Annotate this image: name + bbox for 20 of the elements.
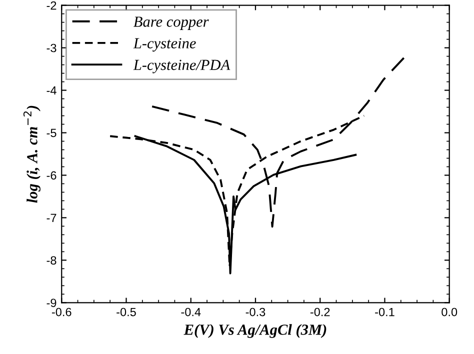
- legend-label: Bare copper: [134, 16, 209, 30]
- x-tick-label: -0.4: [181, 308, 201, 316]
- x-tick-label: -0.1: [375, 308, 394, 316]
- x-tick-label: -0.5: [116, 308, 136, 316]
- x-tick-label: 0.0: [442, 308, 458, 316]
- y-tick-label: -7: [46, 214, 56, 222]
- y-tick-label: -2: [46, 1, 56, 10]
- x-tick-label: -0.6: [52, 308, 72, 316]
- legend-label: L-cysteine: [133, 38, 196, 52]
- legend-label: L-cysteine/PDA: [133, 60, 230, 74]
- y-tick-label: -6: [46, 171, 56, 180]
- y-tick-label: -4: [46, 86, 56, 95]
- x-tick-label: -0.3: [246, 308, 266, 316]
- y-tick-label: -5: [46, 128, 56, 138]
- x-axis-title: E(V) Vs Ag/AgCl (3M): [184, 324, 326, 338]
- y-tick-label: -8: [46, 256, 56, 265]
- y-tick-label: -3: [46, 44, 56, 52]
- x-tick-label: -0.2: [310, 308, 330, 316]
- y-axis-title: log (i, A. cm$^{−2}$): [23, 106, 40, 203]
- y-tick-label: -9: [46, 298, 56, 308]
